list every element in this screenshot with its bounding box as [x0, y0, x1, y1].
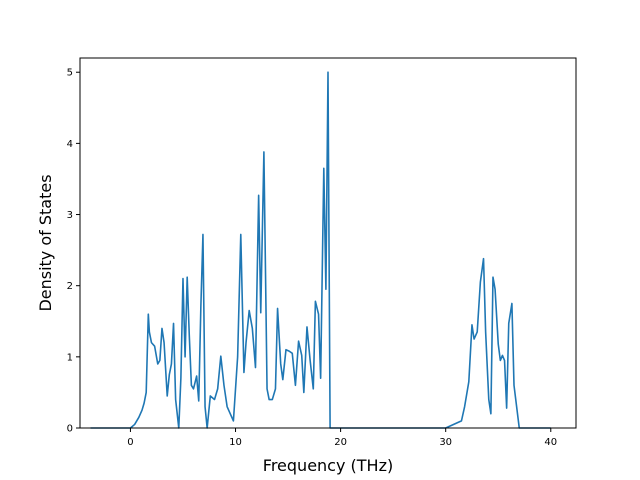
x-tick-label: 10 — [229, 437, 242, 448]
y-tick-label: 4 — [67, 139, 73, 150]
x-tick-label: 40 — [544, 437, 557, 448]
x-axis-label: Frequency (THz) — [263, 456, 393, 475]
dos-line-series-0 — [90, 71, 551, 429]
y-tick-label: 5 — [67, 68, 73, 79]
x-axis-ticks: 0 10 20 30 40 — [127, 428, 557, 448]
y-axis-ticks: 0 1 2 3 4 5 — [67, 68, 80, 435]
y-tick-label: 1 — [67, 352, 73, 363]
y-tick-label: 2 — [67, 281, 73, 292]
y-tick-label: 3 — [67, 210, 73, 221]
x-tick-label: 0 — [127, 437, 133, 448]
y-axis-label: Density of States — [36, 174, 55, 311]
y-tick-label: 0 — [67, 424, 73, 435]
x-tick-label: 20 — [334, 437, 347, 448]
plot-area — [90, 71, 551, 429]
x-tick-label: 30 — [439, 437, 452, 448]
axes-frame — [79, 57, 577, 429]
